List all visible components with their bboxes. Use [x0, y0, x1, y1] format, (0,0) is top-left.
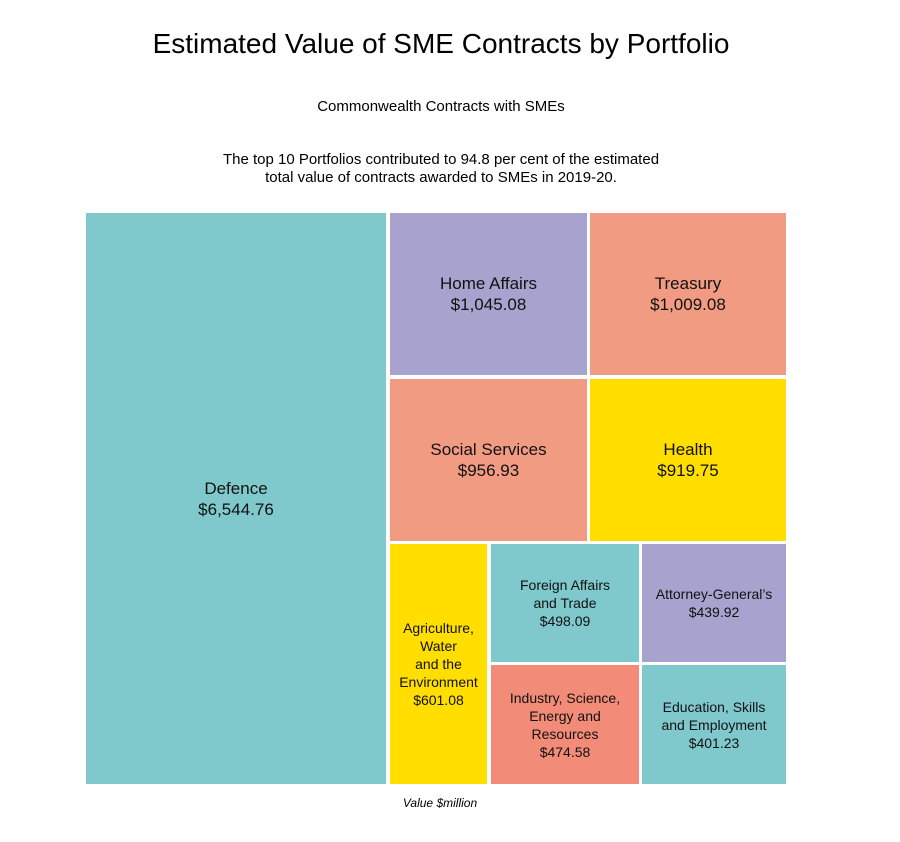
treemap-tile: Home Affairs $1,045.08 — [390, 213, 587, 375]
tile-value: $919.75 — [657, 461, 719, 480]
chart-description: The top 10 Portfolios contributed to 94.… — [0, 151, 882, 187]
treemap-tile: Treasury $1,009.08 — [590, 213, 786, 375]
tile-name: Industry, Science, Energy and Resources — [509, 689, 621, 742]
description-line: The top 10 Portfolios contributed to 94.… — [222, 151, 660, 168]
treemap-tile: Defence $6,544.76 — [86, 213, 386, 784]
tile-value: $601.08 — [413, 692, 464, 708]
tile-name: Social Services — [430, 440, 547, 459]
chart-title: Estimated Value of SME Contracts by Port… — [152, 28, 730, 59]
tile-name: Foreign Affairs and Trade — [519, 577, 610, 611]
tile-value: $474.58 — [539, 743, 591, 760]
tile-name: Home Affairs — [439, 274, 537, 293]
tile-value: $439.92 — [688, 604, 740, 620]
tile-value: $498.09 — [539, 613, 591, 629]
treemap-tile: Health $919.75 — [590, 379, 786, 541]
tile-name: Education, Skills and Employment — [661, 698, 767, 733]
tile-value: $401.23 — [688, 734, 740, 751]
treemap-tile: Education, Skills and Employment $401.23 — [642, 665, 786, 784]
description-line: total value of contracts awarded to SMEs… — [265, 169, 617, 186]
tile-value: $956.93 — [457, 461, 520, 480]
tile-name: Health — [663, 440, 713, 459]
tile-name: Attorney-General’s — [655, 586, 773, 602]
tile-value: $6,544.76 — [198, 499, 274, 519]
tile-value: $1,009.08 — [650, 295, 726, 314]
treemap-tile: Agriculture, Water and the Environment $6… — [390, 544, 487, 784]
treemap-tile: Social Services $956.93 — [390, 379, 587, 541]
treemap-tile: Attorney-General’s $439.92 — [642, 544, 786, 662]
tile-name: Agriculture, Water and the Environment — [399, 620, 478, 690]
tile-name: Defence — [204, 478, 268, 498]
tile-value: $1,045.08 — [450, 295, 527, 314]
treemap-tile: Foreign Affairs and Trade $498.09 — [491, 544, 639, 662]
value-label: Value $million — [402, 796, 478, 810]
tile-name: Treasury — [654, 274, 722, 293]
chart-subtitle: Commonwealth Contracts with SMEs — [317, 98, 565, 115]
treemap-tile: Industry, Science, Energy and Resources $… — [491, 665, 639, 784]
